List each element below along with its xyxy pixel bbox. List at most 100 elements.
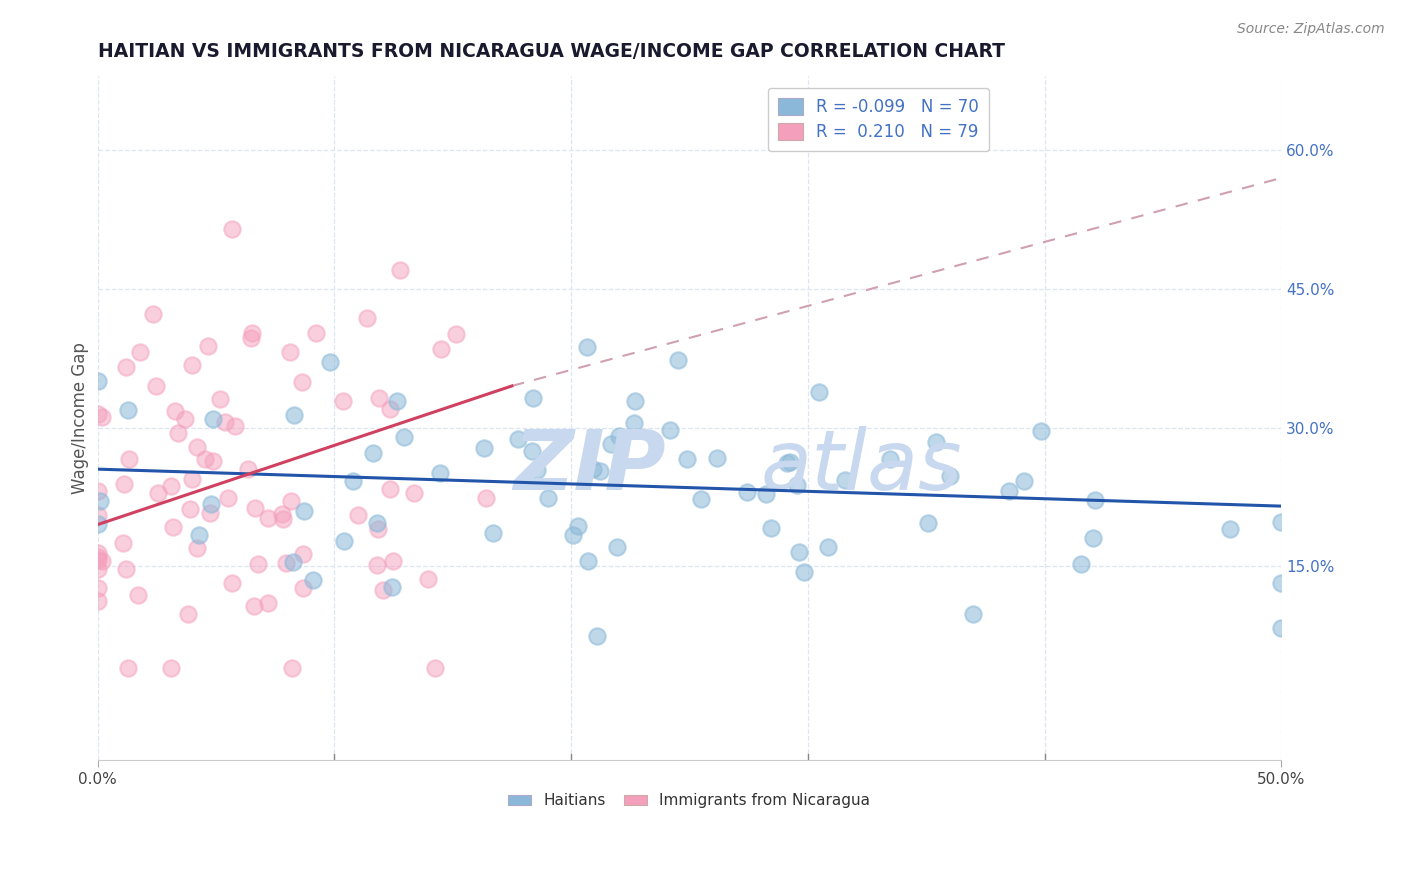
Point <box>240 326 263 341</box>
Point <box>86 516 108 531</box>
Point <box>111 535 134 549</box>
Point <box>776 456 799 470</box>
Point <box>243 500 266 515</box>
Point <box>475 491 498 506</box>
Point <box>1270 575 1292 590</box>
Point <box>305 326 328 340</box>
Y-axis label: Wage/Income Gap: Wage/Income Gap <box>72 343 89 494</box>
Point <box>676 451 699 466</box>
Point <box>623 394 645 409</box>
Text: Source: ZipAtlas.com: Source: ZipAtlas.com <box>1237 22 1385 37</box>
Point <box>217 491 239 505</box>
Point <box>86 546 108 560</box>
Point <box>808 384 831 399</box>
Point <box>537 491 560 505</box>
Point <box>508 433 530 447</box>
Point <box>589 464 612 478</box>
Point <box>1031 424 1053 438</box>
Point <box>389 263 412 277</box>
Point <box>91 554 114 568</box>
Point <box>292 547 315 561</box>
Point <box>117 661 139 675</box>
Point <box>786 478 808 492</box>
Point <box>209 392 232 406</box>
Point <box>779 455 801 469</box>
Point <box>200 506 222 520</box>
Point <box>292 581 315 595</box>
Point <box>86 508 108 522</box>
Point <box>793 565 815 579</box>
Point <box>243 599 266 613</box>
Point <box>586 628 609 642</box>
Text: atlas: atlas <box>761 425 962 507</box>
Point <box>240 331 263 345</box>
Point <box>91 409 114 424</box>
Point <box>567 518 589 533</box>
Point <box>202 454 225 468</box>
Point <box>367 522 389 536</box>
Point <box>186 541 208 555</box>
Point <box>283 408 305 422</box>
Point <box>582 461 605 475</box>
Point <box>173 412 195 426</box>
Point <box>690 491 713 506</box>
Point <box>879 452 901 467</box>
Point <box>162 520 184 534</box>
Point <box>394 430 416 444</box>
Point <box>1081 531 1104 545</box>
Point <box>145 379 167 393</box>
Point <box>333 534 356 549</box>
Point <box>366 516 388 531</box>
Point <box>522 391 544 405</box>
Point <box>562 527 585 541</box>
Point <box>186 440 208 454</box>
Point <box>332 393 354 408</box>
Point <box>271 512 294 526</box>
Point <box>1270 515 1292 529</box>
Point <box>86 594 108 608</box>
Point <box>221 221 243 235</box>
Point <box>387 393 409 408</box>
Point <box>735 485 758 500</box>
Point <box>787 545 810 559</box>
Point <box>666 353 689 368</box>
Point <box>607 429 630 443</box>
Point <box>281 555 304 569</box>
Point <box>706 451 728 466</box>
Point <box>180 472 202 486</box>
Point <box>159 661 181 675</box>
Point <box>998 484 1021 499</box>
Point <box>834 473 856 487</box>
Point <box>291 375 314 389</box>
Point <box>281 661 304 675</box>
Point <box>526 463 548 477</box>
Point <box>86 561 108 575</box>
Point <box>1218 523 1240 537</box>
Point <box>917 516 939 530</box>
Point <box>115 360 138 375</box>
Text: ZIP: ZIP <box>513 425 666 507</box>
Point <box>165 404 187 418</box>
Point <box>404 485 426 500</box>
Point <box>86 483 108 498</box>
Point <box>520 444 543 458</box>
Point <box>576 340 599 354</box>
Point <box>257 510 280 524</box>
Point <box>117 402 139 417</box>
Point <box>86 550 108 565</box>
Point <box>373 582 395 597</box>
Point <box>86 374 108 388</box>
Point <box>129 345 152 359</box>
Point <box>924 435 946 450</box>
Point <box>606 541 628 555</box>
Point <box>160 479 183 493</box>
Point <box>194 452 217 467</box>
Point <box>246 557 269 571</box>
Point <box>342 474 364 488</box>
Point <box>378 402 401 417</box>
Point <box>86 581 108 595</box>
Point <box>1012 474 1035 488</box>
Point <box>202 411 225 425</box>
Point <box>177 607 200 621</box>
Point <box>86 553 108 567</box>
